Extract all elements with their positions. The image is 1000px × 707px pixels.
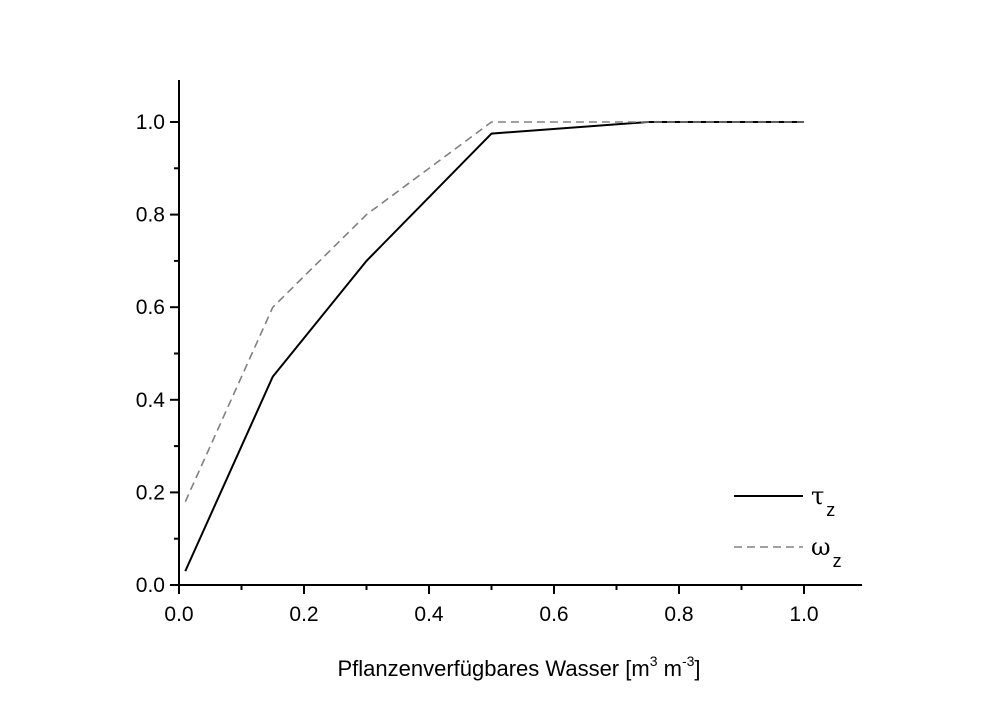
x-tick-label: 1.0 <box>789 603 818 626</box>
series-line-tau <box>184 121 804 572</box>
x-tick-label: 0.6 <box>539 603 568 626</box>
ticks: 0.0 0.2 0.4 0.6 0.8 1.0 0.0 0.2 0.4 0.6 0.8 1.0 <box>136 111 819 626</box>
y-tick-label: 0.4 <box>136 389 166 412</box>
y-tick-label: 0.0 <box>136 574 165 597</box>
legend: τ z ω z <box>734 482 842 571</box>
series-lines <box>184 121 804 572</box>
x-tick-label: 0.4 <box>414 603 444 626</box>
x-tick-label: 0.2 <box>289 603 318 626</box>
x-tick-label: 0.8 <box>664 603 693 626</box>
y-tick-label: 0.8 <box>136 204 165 227</box>
axes <box>178 80 862 586</box>
y-tick-label: 0.2 <box>136 481 165 504</box>
x-axis-title: Pflanzenverfügbares Wasser [m3 m-3] <box>337 653 700 681</box>
series-line-omega <box>184 121 804 503</box>
y-tick-label: 1.0 <box>136 111 165 134</box>
x-tick-label: 0.0 <box>164 603 193 626</box>
y-tick-label: 0.6 <box>136 296 165 319</box>
